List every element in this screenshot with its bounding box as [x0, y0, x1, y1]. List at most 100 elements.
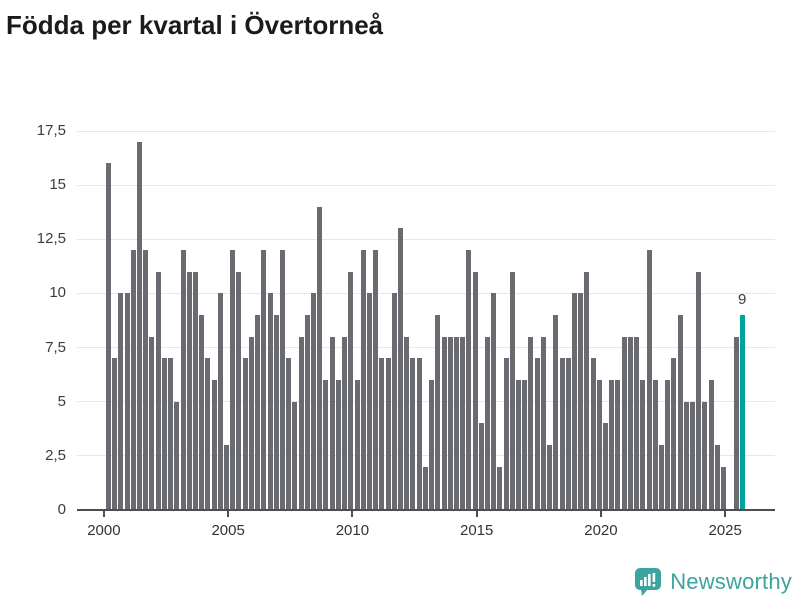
x-axis-tick-label: 2010 — [335, 522, 370, 539]
bar — [478, 423, 484, 510]
x-axis-tickmark — [227, 511, 230, 517]
bar — [242, 358, 248, 510]
bar — [714, 445, 720, 510]
bar — [404, 336, 410, 510]
x-axis-line — [77, 509, 775, 511]
x-axis-tickmark — [599, 511, 602, 517]
bar — [348, 271, 354, 510]
bar — [615, 380, 621, 510]
bar — [721, 466, 727, 510]
bar — [323, 380, 329, 510]
bar — [317, 206, 323, 510]
x-axis-tickmark — [724, 511, 727, 517]
bar — [124, 293, 130, 510]
bar — [379, 358, 385, 510]
bar — [590, 358, 596, 510]
bar — [540, 336, 546, 510]
bar — [186, 271, 192, 510]
bar — [342, 336, 348, 510]
bar — [311, 293, 317, 510]
x-axis-tick-label: 2015 — [459, 522, 494, 539]
bar — [261, 250, 267, 510]
bar — [168, 358, 174, 510]
x-axis-tick-label: 2025 — [708, 522, 742, 539]
bar — [180, 250, 186, 510]
bar — [267, 293, 273, 510]
bar — [652, 380, 658, 510]
gridline — [77, 238, 775, 240]
gridline — [77, 401, 775, 403]
x-axis-tick-label: 2000 — [87, 522, 121, 539]
bar — [329, 336, 335, 510]
bar — [472, 271, 478, 510]
y-axis-tick-label: 12,5 — [36, 230, 66, 248]
bar — [534, 358, 540, 510]
bar — [429, 380, 435, 510]
bar — [658, 445, 664, 510]
bar — [410, 358, 416, 510]
bar — [522, 380, 528, 510]
bar — [373, 250, 379, 510]
bar — [230, 250, 236, 510]
bar — [677, 315, 683, 510]
bar — [236, 271, 242, 510]
bar — [255, 315, 261, 510]
bar — [143, 250, 149, 510]
bar — [217, 293, 223, 510]
bar — [441, 336, 447, 510]
newsworthy-logo[interactable]: Newsworthy — [634, 567, 792, 596]
chart-title: Födda per kvartal i Övertorneå — [6, 10, 384, 40]
bar — [553, 315, 559, 510]
bar — [596, 380, 602, 510]
logo-text: Newsworthy — [670, 568, 792, 594]
bar — [248, 336, 254, 510]
bar — [497, 466, 503, 510]
bar — [149, 336, 155, 510]
bar — [199, 315, 205, 510]
bar — [360, 250, 366, 510]
x-axis-tick-label: 2020 — [584, 522, 618, 539]
bar — [398, 228, 403, 510]
bar — [155, 271, 161, 510]
highlight-value-label: 9 — [738, 291, 747, 309]
y-axis-tick-label: 15 — [49, 176, 66, 194]
bar — [528, 336, 534, 510]
bar — [503, 358, 509, 510]
bar — [224, 445, 230, 510]
bar — [578, 293, 584, 510]
newsworthy-badge-icon — [634, 567, 662, 596]
bar — [286, 358, 292, 510]
bar — [484, 336, 490, 510]
bar — [112, 358, 118, 510]
x-axis-tickmark — [102, 511, 105, 517]
bar — [118, 293, 124, 510]
bar — [161, 358, 167, 510]
bar — [491, 293, 497, 510]
bar — [696, 271, 702, 510]
bar — [422, 466, 428, 510]
bar — [298, 336, 304, 510]
highlighted-bar — [739, 315, 745, 510]
x-axis-tick-label: 2005 — [211, 522, 245, 539]
bar — [646, 250, 652, 510]
bar — [509, 271, 515, 510]
bar — [130, 250, 136, 510]
bar — [627, 336, 633, 510]
bar — [273, 315, 279, 510]
gridline — [77, 347, 775, 349]
bar — [304, 315, 310, 510]
bar — [559, 358, 565, 510]
gridline — [77, 292, 775, 294]
gridline — [77, 455, 775, 457]
bar — [354, 380, 360, 510]
y-axis-tick-label: 0 — [57, 501, 66, 518]
y-axis-tick-label: 17,5 — [36, 122, 66, 139]
y-axis-tick-label: 10 — [49, 284, 66, 302]
bar — [385, 358, 391, 510]
bar — [391, 293, 397, 510]
bar — [733, 336, 739, 510]
bar — [447, 336, 453, 510]
y-axis-tick-label: 5 — [57, 392, 66, 410]
bar — [671, 358, 677, 510]
